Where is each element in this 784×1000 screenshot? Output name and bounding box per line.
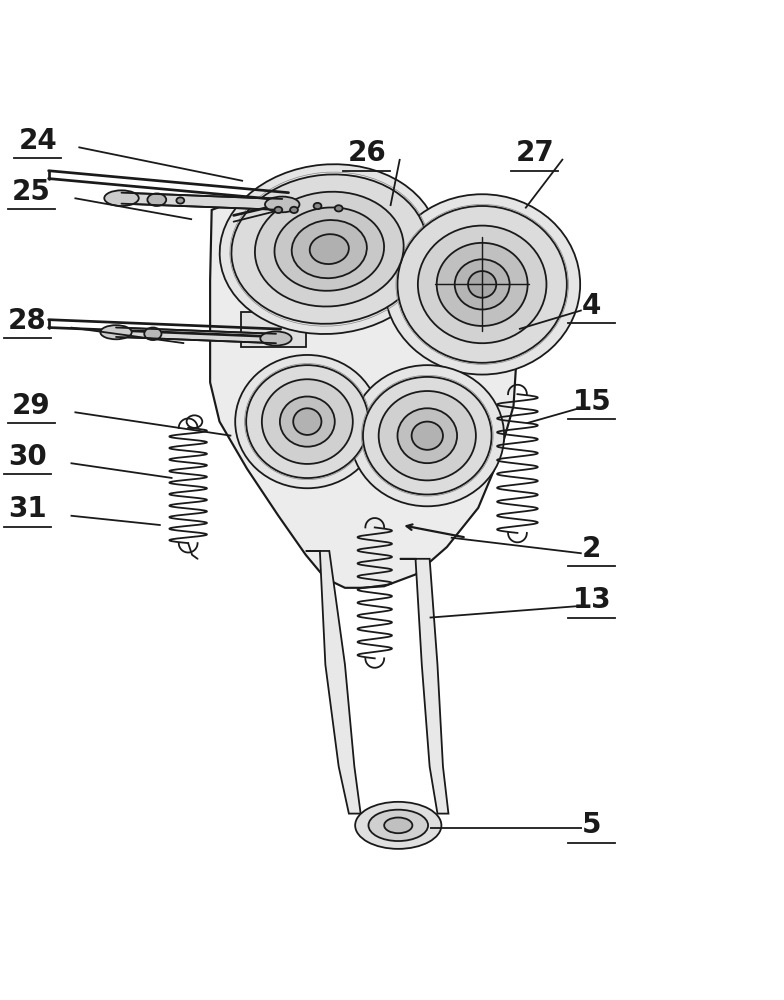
- Text: 28: 28: [8, 307, 47, 335]
- Ellipse shape: [274, 207, 282, 213]
- Ellipse shape: [100, 325, 132, 339]
- Text: 15: 15: [572, 388, 612, 416]
- Ellipse shape: [355, 802, 441, 849]
- Text: 31: 31: [8, 495, 47, 523]
- Ellipse shape: [437, 243, 528, 326]
- Ellipse shape: [292, 220, 367, 278]
- Ellipse shape: [397, 206, 567, 363]
- Ellipse shape: [384, 194, 580, 375]
- Ellipse shape: [104, 190, 139, 206]
- Ellipse shape: [314, 203, 321, 209]
- Text: 25: 25: [12, 178, 51, 206]
- Ellipse shape: [144, 328, 162, 340]
- Text: 26: 26: [347, 139, 387, 167]
- Ellipse shape: [335, 205, 343, 211]
- Text: 5: 5: [583, 811, 601, 839]
- Text: 24: 24: [18, 127, 57, 155]
- Ellipse shape: [350, 365, 504, 506]
- Polygon shape: [210, 198, 517, 588]
- Ellipse shape: [280, 397, 335, 447]
- Ellipse shape: [455, 259, 510, 309]
- Ellipse shape: [246, 365, 368, 478]
- Ellipse shape: [235, 355, 379, 488]
- Ellipse shape: [176, 197, 184, 204]
- Polygon shape: [116, 328, 276, 343]
- Text: 13: 13: [572, 586, 612, 614]
- Ellipse shape: [468, 271, 496, 298]
- Ellipse shape: [265, 197, 299, 212]
- Ellipse shape: [231, 174, 427, 324]
- Polygon shape: [306, 551, 361, 814]
- Ellipse shape: [363, 377, 492, 495]
- Ellipse shape: [262, 379, 353, 464]
- Text: 29: 29: [12, 392, 51, 420]
- Polygon shape: [241, 312, 306, 347]
- Ellipse shape: [418, 226, 546, 343]
- Ellipse shape: [397, 408, 457, 463]
- Ellipse shape: [290, 207, 298, 213]
- Ellipse shape: [379, 391, 476, 480]
- Text: 4: 4: [583, 292, 601, 320]
- Text: 30: 30: [8, 443, 47, 471]
- Ellipse shape: [293, 408, 321, 435]
- Polygon shape: [400, 559, 448, 814]
- Ellipse shape: [255, 192, 404, 307]
- Ellipse shape: [412, 422, 443, 450]
- Polygon shape: [122, 193, 282, 210]
- Ellipse shape: [310, 234, 349, 264]
- Text: 2: 2: [583, 535, 601, 563]
- Ellipse shape: [147, 193, 166, 206]
- Ellipse shape: [274, 207, 384, 291]
- Ellipse shape: [384, 818, 412, 833]
- Ellipse shape: [368, 810, 428, 841]
- Text: 27: 27: [515, 139, 554, 167]
- Ellipse shape: [260, 331, 292, 346]
- Ellipse shape: [220, 164, 439, 334]
